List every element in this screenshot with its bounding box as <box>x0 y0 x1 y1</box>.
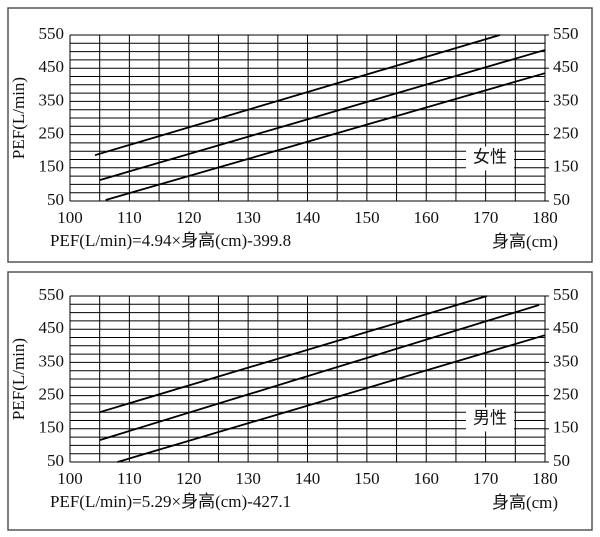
y-axis-label: PEF(L/min) <box>9 77 28 159</box>
y-tick-label: 250 <box>39 124 65 143</box>
data-line <box>117 334 546 463</box>
formula: PEF(L/min)=4.94×身高(cm)-399.8 <box>50 231 291 250</box>
y-axis-label: PEF(L/min) <box>9 338 28 420</box>
y-tick-label: 250 <box>39 385 65 404</box>
x-tick-label: 150 <box>354 469 380 488</box>
x-tick-label: 140 <box>295 469 321 488</box>
y2-tick-label: 250 <box>553 385 579 404</box>
annotation-bg <box>466 407 514 432</box>
x-tick-label: 140 <box>295 208 321 227</box>
y-tick-label: 50 <box>47 451 64 470</box>
y2-tick-label: 450 <box>553 318 579 337</box>
y2-tick-label: 350 <box>553 351 579 370</box>
y2-tick-label: 350 <box>553 90 579 109</box>
x-tick-label: 180 <box>532 469 558 488</box>
data-line <box>94 34 501 157</box>
y-tick-label: 550 <box>39 24 65 43</box>
x-tick-label: 160 <box>414 208 440 227</box>
x-tick-label: 150 <box>354 208 380 227</box>
y2-tick-label: 150 <box>553 157 579 176</box>
x-axis-label: 身高(cm) <box>492 493 558 512</box>
y2-tick-label: 550 <box>553 285 579 304</box>
x-tick-label: 180 <box>532 208 558 227</box>
x-tick-label: 100 <box>57 469 83 488</box>
x-tick-label: 160 <box>414 469 440 488</box>
x-tick-label: 130 <box>235 469 261 488</box>
annotation: 男性 <box>473 408 507 427</box>
y-tick-label: 50 <box>47 190 64 209</box>
y-tick-label: 350 <box>39 90 65 109</box>
panel-frame <box>7 271 593 531</box>
x-tick-label: 170 <box>473 469 499 488</box>
x-tick-label: 100 <box>57 208 83 227</box>
formula: PEF(L/min)=5.29×身高(cm)-427.1 <box>50 492 291 511</box>
x-tick-label: 130 <box>235 208 261 227</box>
y-tick-label: 150 <box>39 157 65 176</box>
data-line <box>105 72 546 201</box>
annotation: 女性 <box>473 147 507 166</box>
y2-tick-label: 450 <box>553 57 579 76</box>
y2-tick-label: 550 <box>553 24 579 43</box>
y2-tick-label: 50 <box>553 190 570 209</box>
x-axis-label: 身高(cm) <box>492 232 558 251</box>
y2-tick-label: 50 <box>553 451 570 470</box>
y-tick-label: 450 <box>39 318 65 337</box>
y-tick-label: 550 <box>39 285 65 304</box>
y-tick-label: 350 <box>39 351 65 370</box>
y-tick-label: 150 <box>39 418 65 437</box>
annotation-bg <box>466 146 514 171</box>
data-line <box>99 304 540 441</box>
data-line <box>99 49 546 181</box>
panel-frame <box>7 7 593 263</box>
x-tick-label: 170 <box>473 208 499 227</box>
x-tick-label: 120 <box>176 208 202 227</box>
x-tick-label: 110 <box>117 208 142 227</box>
x-tick-label: 120 <box>176 469 202 488</box>
x-tick-label: 110 <box>117 469 142 488</box>
data-line <box>99 295 488 414</box>
y2-tick-label: 250 <box>553 124 579 143</box>
y2-tick-label: 150 <box>553 418 579 437</box>
y-tick-label: 450 <box>39 57 65 76</box>
